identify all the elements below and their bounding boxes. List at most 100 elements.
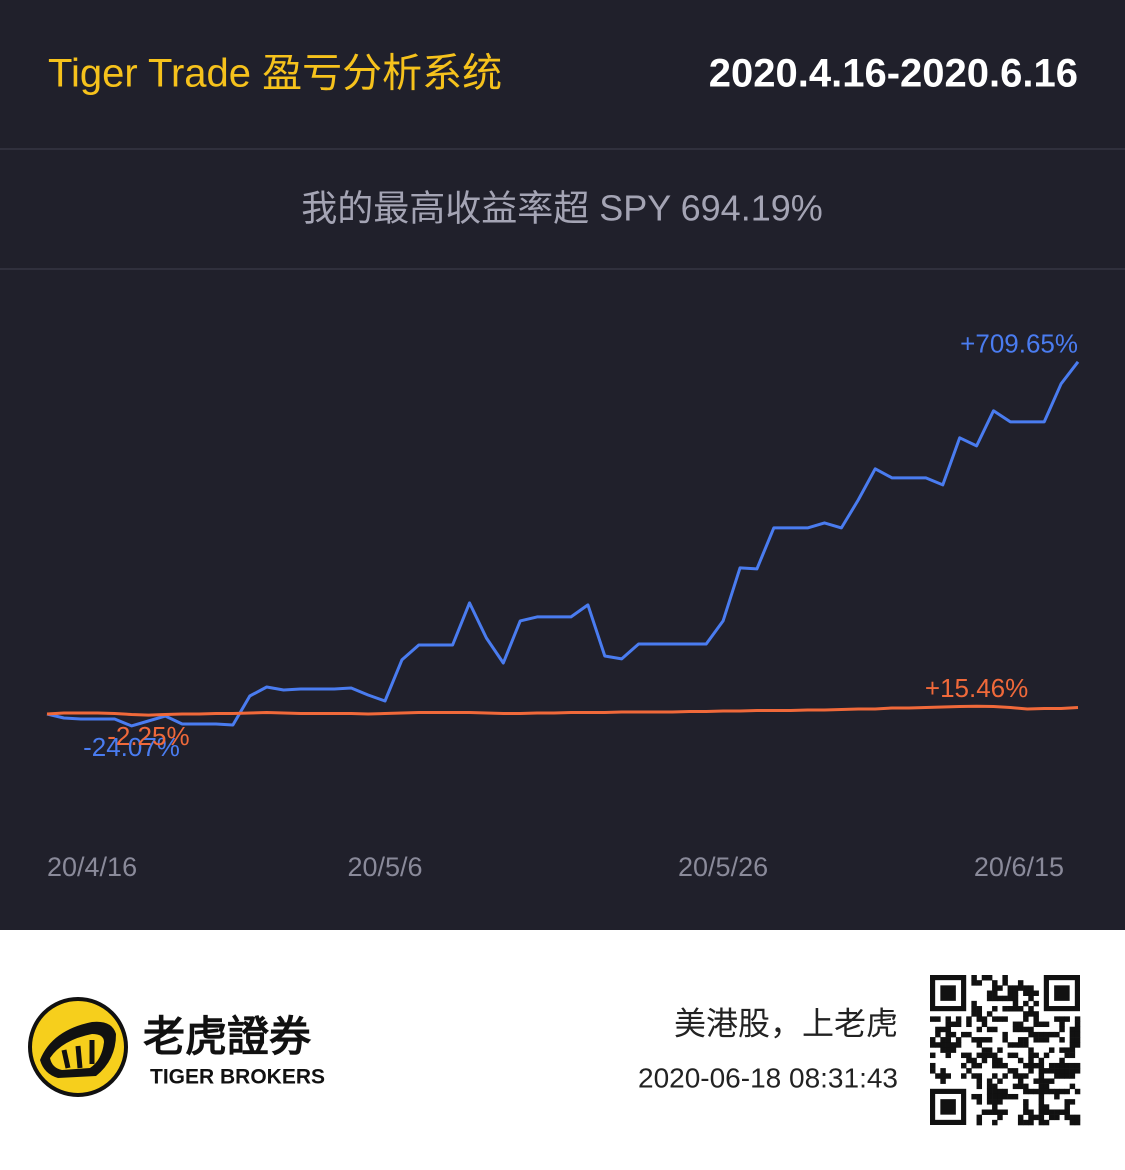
qr-cell [1028, 1068, 1034, 1074]
brand: 老虎證券 [143, 1013, 312, 1060]
qr-cell [976, 1093, 983, 1100]
timestamp: 2020-06-18 08:31:43 [638, 1062, 898, 1093]
qr-cell [986, 1099, 993, 1105]
qr-cell [1023, 1000, 1029, 1007]
qr-cell [950, 1021, 957, 1028]
qr-cell [966, 1068, 972, 1074]
qr-cell [992, 1119, 998, 1126]
qr-cell [945, 1042, 951, 1048]
qr-cell [976, 1073, 983, 1079]
qr-cell [971, 1037, 977, 1043]
qr-cell [1074, 1021, 1081, 1028]
qr-cell [992, 1026, 998, 1033]
x-tick-label: 20/5/6 [347, 852, 422, 882]
qr-cell [1023, 1062, 1029, 1069]
qr-cell [1059, 1037, 1065, 1043]
qr-cell [976, 1114, 983, 1121]
qr-cell [1023, 1026, 1029, 1033]
qr-cell [1064, 1047, 1070, 1053]
qr-cell [1023, 1073, 1029, 1079]
qr-cell [945, 1073, 951, 1079]
qr-cell [1023, 1083, 1029, 1090]
qr-cell [1038, 1114, 1045, 1121]
qr-cell [1017, 1119, 1024, 1126]
qr-cell [997, 1093, 1003, 1100]
qr-cell [1017, 1021, 1024, 1028]
qr-cell [1069, 1052, 1076, 1059]
qr-cell [940, 1026, 946, 1033]
qr-cell [945, 1031, 951, 1038]
qr-cell [1012, 995, 1019, 1002]
qr-cell [1023, 1037, 1029, 1043]
qr-cell [1007, 1093, 1014, 1100]
qr-cell [1023, 1042, 1029, 1048]
qr-cell [1038, 1021, 1045, 1028]
qr-cell [1002, 1073, 1008, 1079]
qr-cell [961, 1031, 967, 1038]
qr-cell [1038, 1088, 1045, 1095]
qr-cell [1017, 1083, 1024, 1090]
qr-cell [1033, 1011, 1039, 1017]
qr-cell [1007, 1006, 1014, 1012]
qr-cell [976, 1062, 983, 1069]
dark-panel [0, 0, 1125, 930]
qr-cell [971, 1093, 977, 1100]
qr-cell [940, 1042, 946, 1048]
qr-cell [1038, 1104, 1045, 1110]
qr-cell [1028, 1109, 1034, 1115]
qr-cell [1064, 1068, 1070, 1074]
qr-cell [1059, 1073, 1065, 1079]
qr-cell [1028, 995, 1034, 1002]
qr-cell [1069, 1119, 1076, 1126]
qr-cell [1064, 1104, 1070, 1110]
qr-cell [1007, 985, 1014, 991]
qr-cell [1028, 1006, 1034, 1012]
slogan: 美港股，上老虎 [674, 1005, 898, 1041]
qr-cell [1002, 1062, 1008, 1069]
qr-cell [1033, 1052, 1039, 1059]
qr-cell [997, 1062, 1003, 1069]
qr-cell [1007, 1068, 1014, 1074]
qr-cell [1059, 1109, 1065, 1115]
qr-cell [992, 1057, 998, 1064]
qr-cell [1038, 1068, 1045, 1074]
qr-cell [1069, 1073, 1076, 1079]
qr-cell [981, 975, 988, 981]
qr-cell [1033, 1078, 1039, 1084]
qr-cell [1043, 1088, 1050, 1095]
qr-cell [1028, 1114, 1034, 1121]
qr-cell [976, 1037, 983, 1043]
qr-cell [961, 1062, 967, 1069]
qr-cell [1048, 1109, 1055, 1115]
qr-cell [1012, 1052, 1019, 1059]
qr-cell [1033, 1114, 1039, 1121]
date-range: 2020.4.16-2020.6.16 [709, 52, 1078, 96]
qr-cell [961, 1073, 967, 1079]
qr-cell [1043, 1104, 1050, 1110]
qr-cell [1017, 1006, 1024, 1012]
qr-cell [1033, 990, 1039, 996]
qr-cell [935, 1031, 941, 1038]
qr-cell [1074, 1119, 1081, 1126]
qr-cell [1033, 1062, 1039, 1069]
qr-cell [986, 1083, 993, 1090]
qr-cell [930, 1062, 936, 1069]
qr-cell [1017, 1037, 1024, 1043]
qr-cell [1059, 1088, 1065, 1095]
qr-cell [1023, 1104, 1029, 1110]
qr-cell [1017, 985, 1024, 991]
qr-cell [1012, 985, 1019, 991]
value-label: -2.25% [107, 721, 189, 751]
qr-finder [940, 985, 956, 1001]
qr-cell [1038, 1093, 1045, 1100]
qr-finder [1054, 985, 1070, 1001]
qr-cell [1074, 1026, 1081, 1033]
qr-cell [1028, 985, 1034, 991]
qr-cell [1028, 1047, 1034, 1053]
qr-cell [997, 1047, 1003, 1053]
logo [28, 997, 128, 1097]
qr-cell [1048, 1114, 1055, 1121]
qr-cell [1007, 995, 1014, 1002]
qr-cell [986, 975, 993, 981]
qr-cell [976, 1052, 983, 1059]
